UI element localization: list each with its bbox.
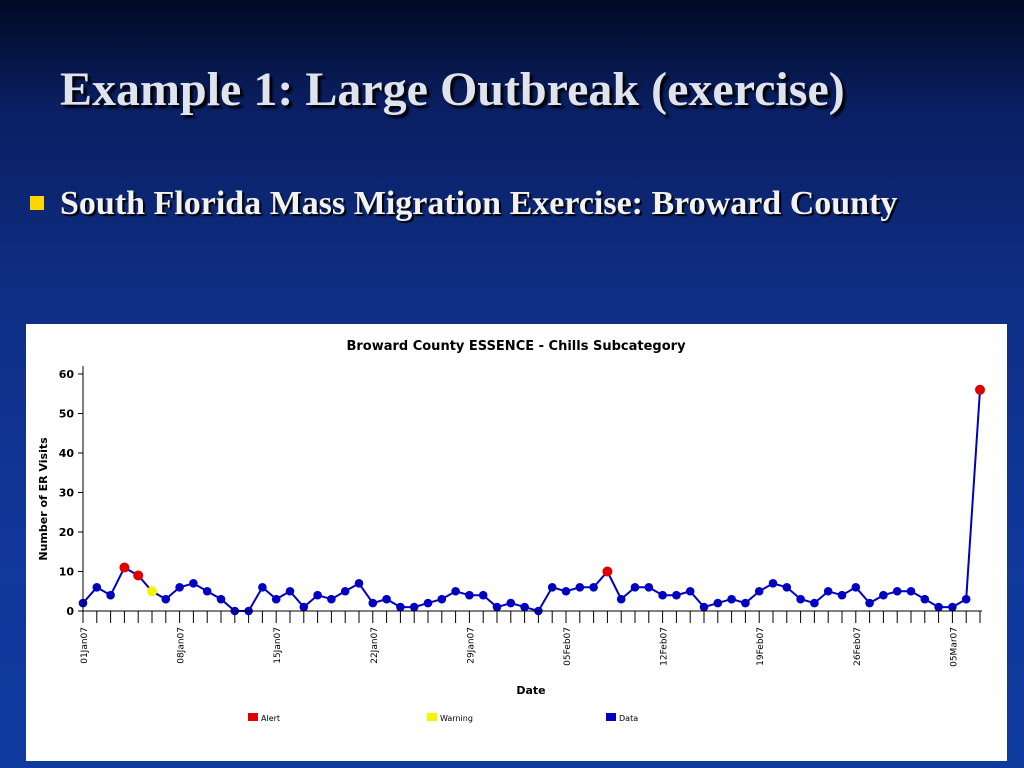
x-axis-label: Date	[516, 684, 545, 697]
data-point	[616, 594, 626, 604]
data-point	[823, 586, 833, 596]
data-point	[285, 586, 295, 596]
data-point	[589, 583, 598, 592]
legend-swatch-warning	[427, 713, 437, 721]
data-point	[451, 586, 460, 596]
alert-point	[975, 384, 985, 395]
data-point	[423, 598, 433, 608]
y-axis-label: Number of ER Visits	[37, 437, 50, 561]
data-point	[216, 594, 226, 604]
data-point	[520, 602, 529, 612]
y-tick-label: 0	[66, 605, 74, 618]
data-point	[506, 598, 516, 608]
warning-point	[147, 586, 157, 597]
data-point	[92, 583, 102, 592]
data-point	[437, 594, 447, 604]
data-point	[354, 579, 364, 588]
data-point	[865, 598, 874, 608]
data-point	[175, 583, 184, 592]
data-point	[934, 602, 943, 612]
x-tick-label: 08Jan07	[177, 627, 187, 664]
data-point	[810, 598, 819, 608]
y-tick-label: 10	[59, 566, 75, 579]
data-point	[299, 602, 309, 612]
data-point	[382, 594, 391, 604]
x-tick-label: 19Feb07	[756, 627, 766, 666]
data-point	[327, 594, 336, 604]
y-tick-label: 30	[59, 487, 75, 500]
data-point	[699, 602, 709, 612]
x-tick-label: 05Mar07	[949, 627, 959, 667]
data-point	[906, 586, 916, 596]
chart-panel: Broward County ESSENCE - Chills Subcateg…	[26, 324, 1007, 761]
data-point	[837, 590, 847, 600]
data-point	[879, 590, 888, 600]
data-point	[672, 590, 681, 600]
legend-label-data: Data	[619, 714, 638, 723]
data-point	[768, 579, 778, 588]
data-point	[658, 590, 667, 600]
data-point	[630, 583, 640, 592]
data-point	[340, 586, 350, 596]
x-tick-label: 22Jan07	[370, 627, 380, 664]
data-point	[561, 586, 571, 596]
data-point	[202, 586, 212, 596]
bullet-square-icon	[30, 196, 44, 210]
chart-title: Broward County ESSENCE - Chills Subcateg…	[346, 339, 686, 354]
slide-title: Example 1: Large Outbreak (exercise)	[60, 63, 845, 116]
data-point	[741, 598, 750, 608]
y-tick-label: 50	[59, 408, 75, 421]
legend-label-warning: Warning	[440, 714, 473, 723]
data-point	[396, 602, 405, 612]
bullet-text: South Florida Mass Migration Exercise: B…	[60, 185, 898, 222]
line-chart: Broward County ESSENCE - Chills Subcateg…	[37, 339, 985, 723]
alert-point	[119, 562, 130, 573]
x-tick-label: 12Feb07	[660, 627, 670, 666]
data-point	[271, 594, 281, 604]
data-point	[961, 594, 971, 604]
series-line	[82, 389, 981, 613]
data-point	[892, 586, 902, 596]
x-tick-label: 05Feb07	[563, 627, 573, 666]
data-point	[106, 590, 115, 600]
data-point	[409, 602, 419, 612]
y-tick-label: 60	[59, 368, 75, 381]
data-point	[851, 583, 861, 592]
alert-point	[133, 570, 144, 581]
x-tick-label: 01Jan07	[80, 627, 90, 664]
y-tick-label: 20	[59, 526, 75, 539]
data-point	[754, 586, 764, 596]
x-tick-label: 29Jan07	[466, 627, 476, 664]
legend-swatch-data	[606, 713, 616, 721]
data-point	[948, 602, 957, 612]
y-tick-label: 40	[59, 447, 75, 460]
legend-swatch-alert	[248, 713, 258, 721]
data-point	[492, 602, 502, 612]
data-point	[368, 598, 378, 608]
data-point	[575, 583, 585, 592]
data-point	[313, 590, 322, 600]
data-point	[465, 590, 474, 600]
data-point	[782, 583, 792, 592]
x-tick-label: 15Jan07	[273, 627, 283, 664]
data-point	[685, 586, 695, 596]
data-point	[478, 590, 488, 600]
data-point	[644, 583, 654, 592]
data-point	[713, 598, 723, 608]
data-point	[547, 583, 557, 592]
data-point	[258, 583, 267, 592]
data-point	[189, 579, 198, 588]
data-point	[727, 594, 736, 604]
data-point	[161, 594, 171, 604]
data-point	[920, 594, 930, 604]
data-point	[796, 594, 805, 604]
alert-point	[602, 566, 613, 577]
legend-label-alert: Alert	[261, 714, 280, 723]
x-tick-label: 26Feb07	[853, 627, 863, 666]
